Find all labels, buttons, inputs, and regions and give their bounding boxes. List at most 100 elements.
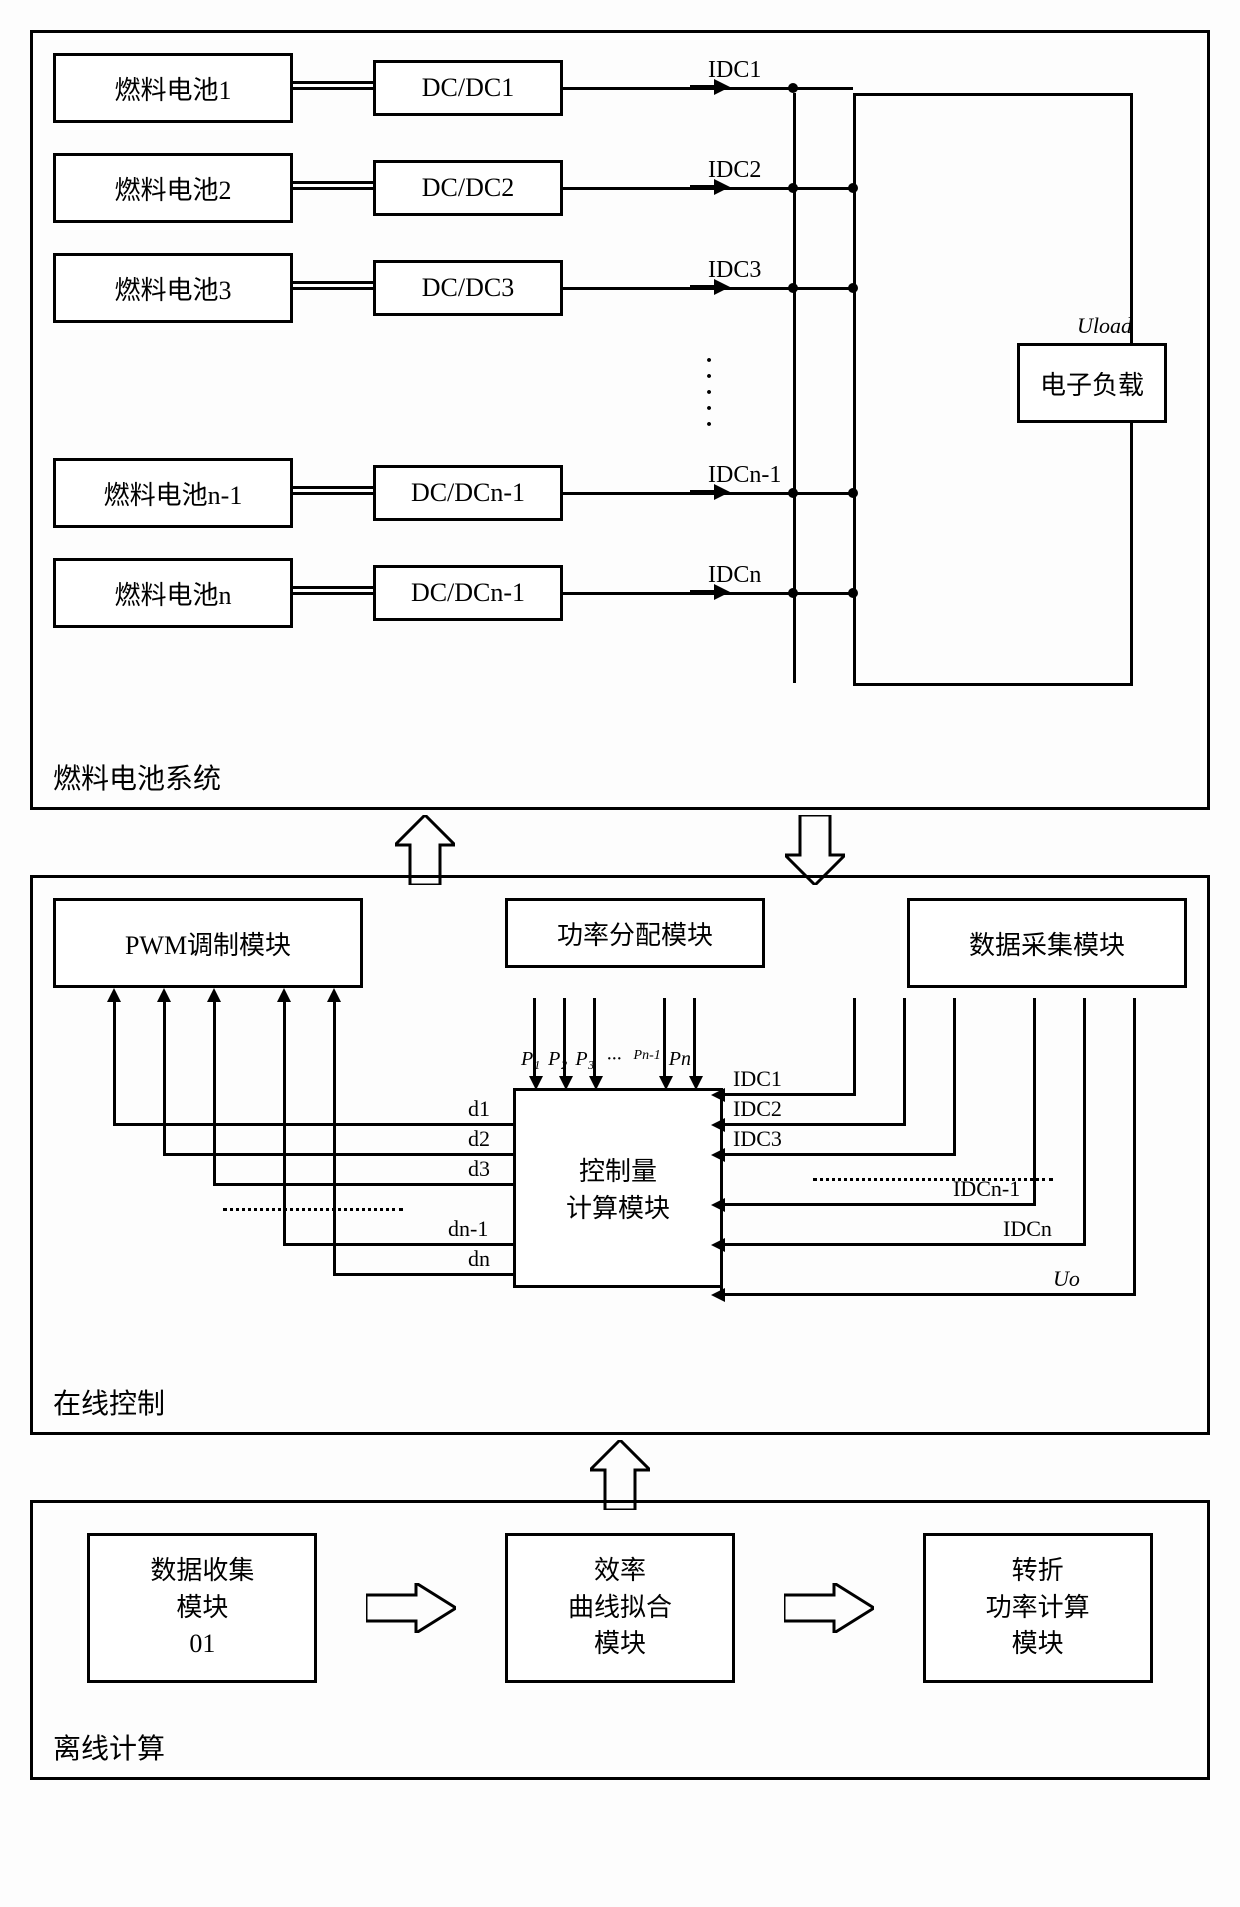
d2-v bbox=[163, 998, 166, 1156]
node-n1b bbox=[788, 488, 798, 498]
load-tap-bottom bbox=[853, 683, 1133, 686]
idc3-arrow-icon bbox=[711, 1148, 725, 1162]
s3-row: 数据收集 模块 01 效率 曲线拟合 模块 转折 功率计算 模块 bbox=[43, 1513, 1197, 1733]
idc2-arrow-icon bbox=[711, 1118, 725, 1132]
p3-line bbox=[593, 998, 596, 1078]
idc3-s2-label: IDC3 bbox=[733, 1126, 782, 1152]
node-3b bbox=[788, 283, 798, 293]
dcdc-n1-box: DC/DCn-1 bbox=[373, 465, 563, 521]
ctrl-l2: 计算模块 bbox=[566, 1188, 670, 1225]
d3-v bbox=[213, 998, 216, 1186]
dcdc-1-box: DC/DC1 bbox=[373, 60, 563, 116]
s2-bottom-area: 控制量 计算模块 P₁ P₂ P₃ ··· Pn-1 Pn d1 d2 d3 d… bbox=[53, 998, 1187, 1318]
dc2-out-line: IDC2 bbox=[563, 187, 853, 190]
dcdc-2-box: DC/DC2 bbox=[373, 160, 563, 216]
d3-label: d3 bbox=[468, 1156, 490, 1182]
offline-calc-section: 数据收集 模块 01 效率 曲线拟合 模块 转折 功率计算 模块 离线计算 bbox=[30, 1500, 1210, 1780]
d3-h bbox=[213, 1183, 513, 1186]
dcdc-3-box: DC/DC3 bbox=[373, 260, 563, 316]
idcn-s2-label: IDCn bbox=[1003, 1216, 1052, 1242]
pn-line bbox=[693, 998, 696, 1078]
s2-top-row: PWM调制模块 功率分配模块 数据采集模块 bbox=[53, 898, 1187, 988]
idcn-h bbox=[723, 1243, 1083, 1246]
idcn1-h bbox=[723, 1203, 1033, 1206]
fuel-cell-n1-box: 燃料电池n-1 bbox=[53, 458, 293, 528]
p2-arrow-icon bbox=[559, 1076, 573, 1090]
idc1-arrow-icon bbox=[711, 1088, 725, 1102]
arrow-right-2-icon bbox=[784, 1583, 874, 1633]
d3-arrow-icon bbox=[207, 988, 221, 1002]
uo-v2 bbox=[720, 1288, 723, 1296]
section2-label: 在线控制 bbox=[53, 1382, 165, 1422]
fuel-cell-1-box: 燃料电池1 bbox=[53, 53, 293, 123]
fc-row-1: 燃料电池1 DC/DC1 IDC1 bbox=[53, 53, 1187, 123]
electronic-load-box: 电子负载 bbox=[1017, 343, 1167, 423]
p1-arrow-icon bbox=[529, 1076, 543, 1090]
fc2-to-dc2-line bbox=[293, 187, 373, 190]
dn1-label: dn-1 bbox=[448, 1216, 488, 1242]
data-acquisition-box: 数据采集模块 bbox=[907, 898, 1187, 988]
idc2-v bbox=[903, 998, 906, 1126]
d2-label: d2 bbox=[468, 1126, 490, 1152]
node-2 bbox=[848, 183, 858, 193]
fc3-to-dc3-line bbox=[293, 287, 373, 290]
d1-arrow-icon bbox=[107, 988, 121, 1002]
dcn-out-line: IDCn bbox=[563, 592, 853, 595]
node-nb bbox=[788, 588, 798, 598]
idcn-arrow-icon bbox=[711, 1238, 725, 1252]
section1-label: 燃料电池系统 bbox=[53, 757, 221, 797]
dc1-out-line: IDC1 bbox=[563, 87, 853, 90]
online-control-section: PWM调制模块 功率分配模块 数据采集模块 控制量 计算模块 P₁ P₂ P₃ … bbox=[30, 875, 1210, 1435]
node-n bbox=[848, 588, 858, 598]
uo-h bbox=[723, 1293, 1133, 1296]
dn-h bbox=[333, 1273, 513, 1276]
idc3-v bbox=[953, 998, 956, 1156]
node-2b bbox=[788, 183, 798, 193]
pn1-line bbox=[663, 998, 666, 1078]
fuel-cell-n-box: 燃料电池n bbox=[53, 558, 293, 628]
data-collection-module-box: 数据收集 模块 01 bbox=[87, 1533, 317, 1683]
fcn-to-dc-line bbox=[293, 592, 373, 595]
node-3 bbox=[848, 283, 858, 293]
uo-label: Uo bbox=[1053, 1266, 1080, 1292]
uo-v bbox=[1133, 998, 1136, 1296]
power-allocation-box: 功率分配模块 bbox=[505, 898, 765, 968]
turning-power-calc-box: 转折 功率计算 模块 bbox=[923, 1533, 1153, 1683]
p2-line bbox=[563, 998, 566, 1078]
fuel-cell-3-box: 燃料电池3 bbox=[53, 253, 293, 323]
idc1-h bbox=[723, 1093, 853, 1096]
fc-row-3: 燃料电池3 DC/DC3 IDC3 bbox=[53, 253, 1187, 323]
idcn-v bbox=[1083, 998, 1086, 1246]
arrow-right-1-icon bbox=[366, 1583, 456, 1633]
idcn1-arrow-icon bbox=[711, 1198, 725, 1212]
dn1-v bbox=[283, 998, 286, 1246]
dcdc-n-box: DC/DCn-1 bbox=[373, 565, 563, 621]
section3-label: 离线计算 bbox=[53, 1727, 165, 1767]
idc2-s2-label: IDC2 bbox=[733, 1096, 782, 1122]
fuel-cell-2-box: 燃料电池2 bbox=[53, 153, 293, 223]
p1-line bbox=[533, 998, 536, 1078]
pwm-modulation-box: PWM调制模块 bbox=[53, 898, 363, 988]
fc-row-n1: 燃料电池n-1 DC/DCn-1 IDCn-1 bbox=[53, 458, 1187, 528]
pn-arrow-icon bbox=[689, 1076, 703, 1090]
d1-h bbox=[113, 1123, 513, 1126]
dn-label: dn bbox=[468, 1246, 490, 1272]
node-1 bbox=[788, 83, 798, 93]
node-n1 bbox=[848, 488, 858, 498]
idc1-v bbox=[853, 998, 856, 1096]
dn-arrow-icon bbox=[327, 988, 341, 1002]
fc1-to-dc1-line bbox=[293, 87, 373, 90]
d-dotted bbox=[223, 1208, 403, 1211]
control-calculation-box: 控制量 计算模块 bbox=[513, 1088, 723, 1288]
fc-row-2: 燃料电池2 DC/DC2 IDC2 bbox=[53, 153, 1187, 223]
d1-v bbox=[113, 998, 116, 1126]
dn-v bbox=[333, 998, 336, 1276]
dn1-arrow-icon bbox=[277, 988, 291, 1002]
d2-arrow-icon bbox=[157, 988, 171, 1002]
p3-arrow-icon bbox=[589, 1076, 603, 1090]
pn1-arrow-icon bbox=[659, 1076, 673, 1090]
idcn1-v bbox=[1033, 998, 1036, 1206]
dn1-h bbox=[283, 1243, 513, 1246]
idc2-h bbox=[723, 1123, 903, 1126]
idc1-s2-label: IDC1 bbox=[733, 1066, 782, 1092]
